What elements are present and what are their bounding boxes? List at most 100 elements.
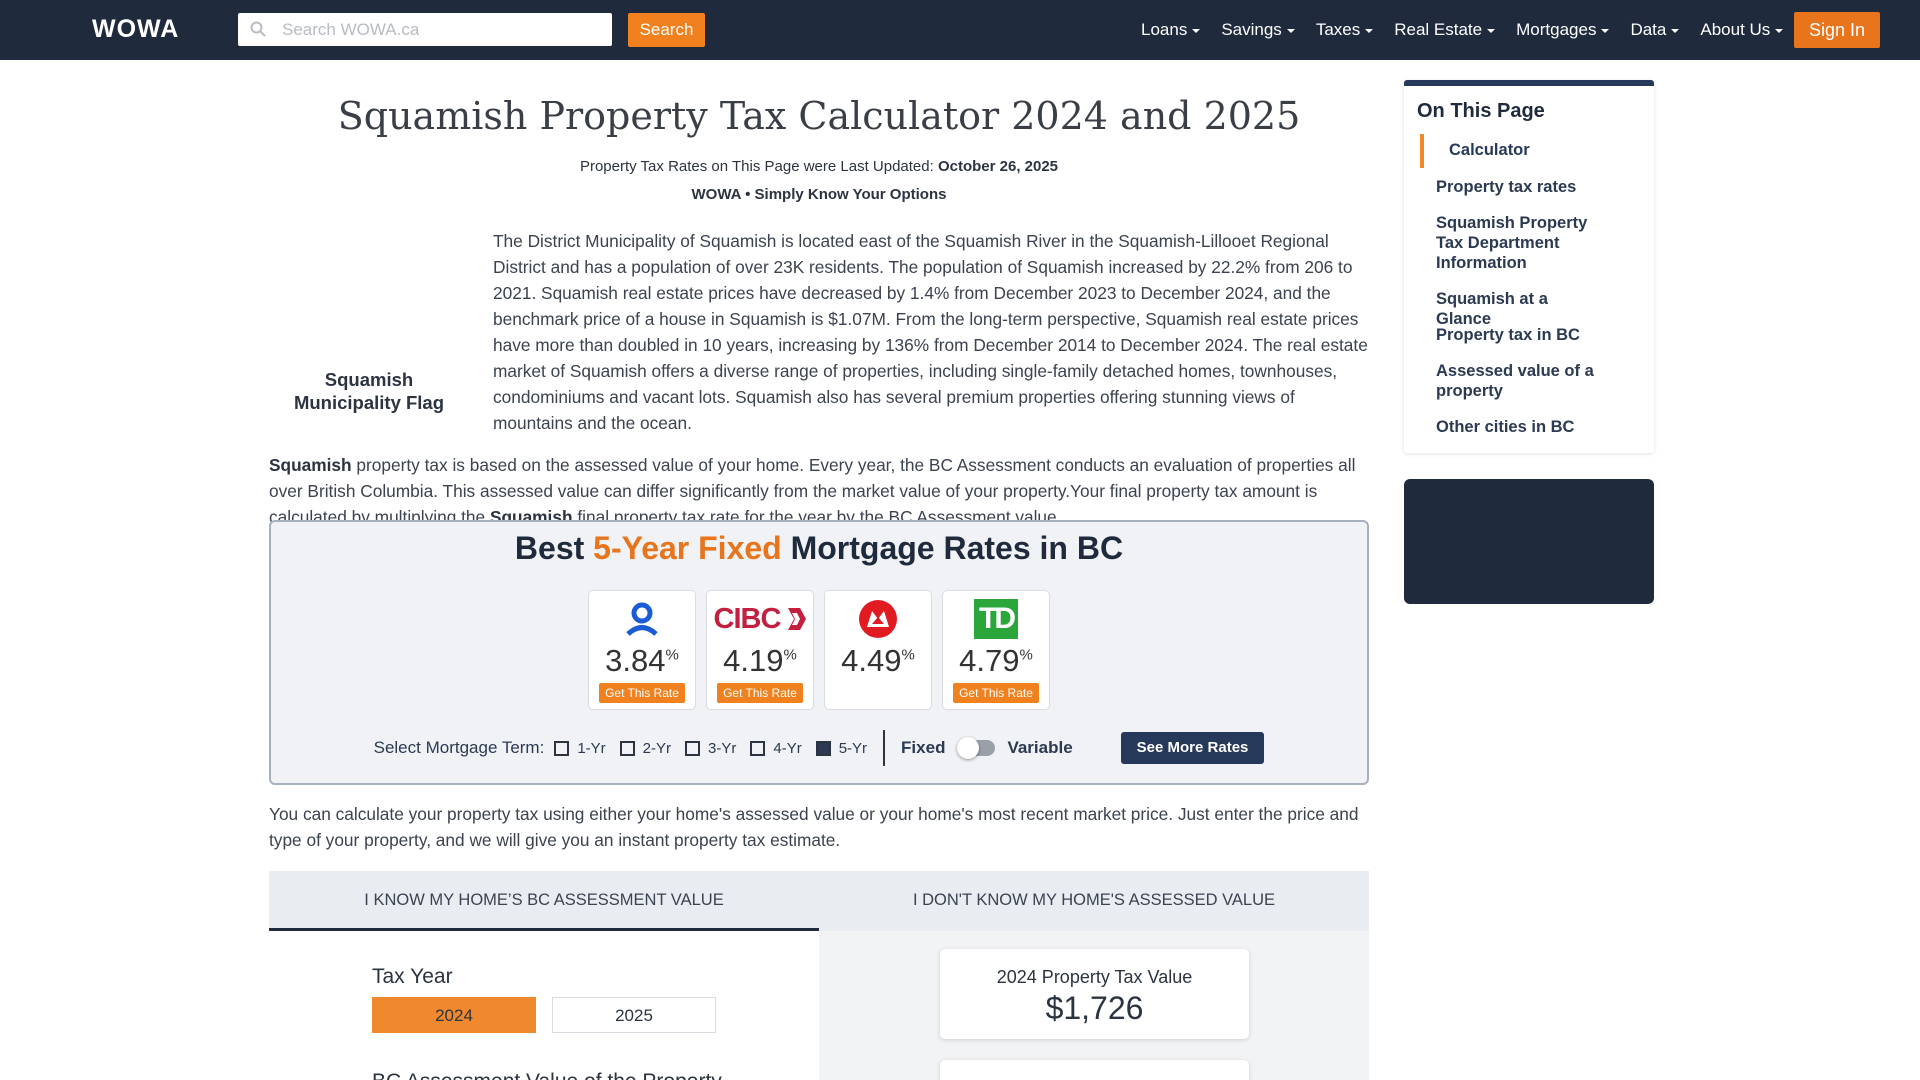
toc: On This Page Calculator Property tax rat… bbox=[1404, 80, 1654, 453]
toc-link[interactable]: Other cities in BC bbox=[1436, 418, 1575, 436]
result-card: 2024 Property Tax Value $1,726 bbox=[940, 949, 1249, 1039]
rate-unit: % bbox=[1019, 646, 1033, 664]
toc-link[interactable]: Property tax in BC bbox=[1436, 326, 1580, 344]
calculator-tabs: I KNOW MY HOME’S BC ASSESSMENT VALUE I D… bbox=[269, 871, 1369, 931]
get-rate-button[interactable]: Get This Rate bbox=[599, 683, 685, 703]
assessment-label: BC Assessment Value of the Property bbox=[372, 1070, 722, 1080]
term-text: 4-Yr bbox=[773, 739, 802, 757]
rate-value: 4.19 bbox=[723, 643, 784, 678]
term-text: 2-Yr bbox=[642, 739, 672, 757]
nav-menu: Loans Savings Taxes Real Estate Mortgage… bbox=[1141, 0, 1783, 60]
rate: 4.19% bbox=[707, 643, 813, 679]
divider bbox=[883, 730, 886, 766]
toc-link[interactable]: Squamish Property Tax Department Informa… bbox=[1436, 214, 1588, 272]
term-list: 1-Yr 2-Yr 3-Yr 4-Yr 5-Yr bbox=[554, 740, 881, 757]
term-text: 3-Yr bbox=[708, 739, 737, 757]
result-card bbox=[940, 1060, 1249, 1080]
intro: Squamish Municipality Flag The District … bbox=[269, 228, 1369, 530]
term-text: 5-Yr bbox=[838, 739, 868, 757]
flag-caption: Squamish Municipality Flag bbox=[293, 369, 445, 413]
toc-link[interactable]: Calculator bbox=[1449, 141, 1530, 159]
calculator-results: 2024 Property Tax Value $1,726 bbox=[819, 931, 1369, 1080]
title-part: Best bbox=[514, 530, 594, 566]
search-button[interactable]: Search bbox=[628, 13, 705, 47]
term-label: Select Mortgage Term: bbox=[373, 738, 545, 757]
rate-value: 4.49 bbox=[841, 643, 902, 678]
lender-logo-text: CIBC bbox=[713, 602, 782, 635]
toc-link[interactable]: Property tax rates bbox=[1436, 178, 1577, 196]
variable-label: Variable bbox=[1007, 738, 1073, 757]
checkbox[interactable] bbox=[685, 740, 701, 756]
nav-item[interactable]: Loans bbox=[1141, 20, 1200, 40]
updated-line: Property Tax Rates on This Page were Las… bbox=[269, 158, 1369, 175]
text: property tax is based on the assessed va… bbox=[269, 455, 1356, 527]
checkbox[interactable] bbox=[619, 740, 635, 756]
rate-card[interactable]: CIBC 4.19% Get This Rate bbox=[706, 590, 814, 710]
search-input[interactable]: Search WOWA.ca bbox=[238, 13, 612, 46]
rate-type-toggle[interactable] bbox=[957, 737, 996, 759]
updated-label: Property Tax Rates on This Page were Las… bbox=[579, 158, 934, 175]
result-label: 2024 Property Tax Value bbox=[996, 967, 1193, 987]
search-icon bbox=[250, 21, 266, 37]
lender-logo bbox=[589, 599, 695, 639]
lender-icon bbox=[626, 602, 658, 636]
rate-unit: % bbox=[901, 646, 915, 664]
get-rate-button[interactable]: Get This Rate bbox=[717, 683, 803, 703]
get-rate-button[interactable]: Get This Rate bbox=[953, 683, 1039, 703]
term-text: 1-Yr bbox=[577, 739, 606, 757]
term-option[interactable]: 5-Yr bbox=[815, 739, 868, 757]
lender-logo bbox=[825, 599, 931, 639]
rate-cards: 3.84% Get This Rate CIBC 4.19% Get This … bbox=[271, 590, 1367, 710]
lender-icon bbox=[788, 608, 807, 630]
toc-link[interactable]: Squamish at a Glance bbox=[1436, 290, 1548, 328]
lender-logo: TD bbox=[943, 599, 1049, 639]
rates-widget: Best 5-Year Fixed Mortgage Rates in BC 3… bbox=[269, 520, 1369, 785]
nav-item[interactable]: Mortgages bbox=[1516, 20, 1609, 40]
rate-unit: % bbox=[665, 646, 679, 664]
tab[interactable]: I KNOW MY HOME’S BC ASSESSMENT VALUE bbox=[269, 871, 819, 931]
rate-value: 3.84 bbox=[605, 643, 666, 678]
flag: Squamish Municipality Flag bbox=[269, 228, 493, 452]
checkbox[interactable] bbox=[554, 740, 570, 756]
result-value: $1,726 bbox=[1045, 990, 1144, 1026]
lender-icon bbox=[859, 600, 897, 638]
nav-item[interactable]: Data bbox=[1630, 20, 1679, 40]
checkbox[interactable] bbox=[815, 740, 831, 756]
nav-item[interactable]: Savings bbox=[1221, 20, 1294, 40]
term-option[interactable]: 4-Yr bbox=[750, 739, 802, 757]
toc-title: On This Page bbox=[1417, 100, 1545, 122]
page-title: Squamish Property Tax Calculator 2024 an… bbox=[337, 94, 1301, 138]
rate-unit: % bbox=[783, 646, 797, 664]
toc-link[interactable]: Assessed value of a property bbox=[1436, 362, 1594, 400]
title-highlight: 5-Year Fixed bbox=[593, 530, 782, 566]
calculator-form: Tax Year 2024 2025 BC Assessment Value o… bbox=[269, 931, 819, 1080]
logo[interactable]: WOWA bbox=[92, 15, 180, 43]
tax-year-label: Tax Year bbox=[372, 965, 453, 988]
nav-item[interactable]: Taxes bbox=[1316, 20, 1373, 40]
nav-item[interactable]: Real Estate bbox=[1394, 20, 1495, 40]
term-option[interactable]: 2-Yr bbox=[619, 739, 672, 757]
search-placeholder: Search WOWA.ca bbox=[282, 20, 420, 39]
nav-item[interactable]: About Us bbox=[1700, 20, 1783, 40]
rate-card[interactable]: TD 4.79% Get This Rate bbox=[942, 590, 1050, 710]
toc-active-marker bbox=[1420, 134, 1424, 168]
tagline: WOWA • Simply Know Your Options bbox=[691, 186, 947, 203]
year-button[interactable]: 2024 bbox=[372, 997, 536, 1033]
term-option[interactable]: 3-Yr bbox=[685, 740, 736, 757]
see-more-button[interactable]: See More Rates bbox=[1120, 732, 1265, 764]
rate-value: 4.79 bbox=[959, 643, 1020, 678]
updated-date: October 26, 2025 bbox=[937, 158, 1059, 175]
year-button[interactable]: 2025 bbox=[552, 997, 716, 1033]
lender-logo: CIBC bbox=[707, 599, 813, 639]
rate-card[interactable]: 4.49% bbox=[824, 590, 932, 710]
ad-box bbox=[1404, 479, 1654, 604]
tab[interactable]: I DON'T KNOW MY HOME'S ASSESSED VALUE bbox=[912, 891, 1276, 909]
sign-in-button[interactable]: Sign In bbox=[1794, 12, 1880, 48]
checkbox[interactable] bbox=[750, 740, 766, 756]
rates-title: Best 5-Year Fixed Mortgage Rates in BC bbox=[271, 530, 1367, 567]
bold-text: Squamish bbox=[269, 455, 352, 475]
rate-card[interactable]: 3.84% Get This Rate bbox=[588, 590, 696, 710]
term-option[interactable]: 1-Yr bbox=[554, 739, 606, 757]
